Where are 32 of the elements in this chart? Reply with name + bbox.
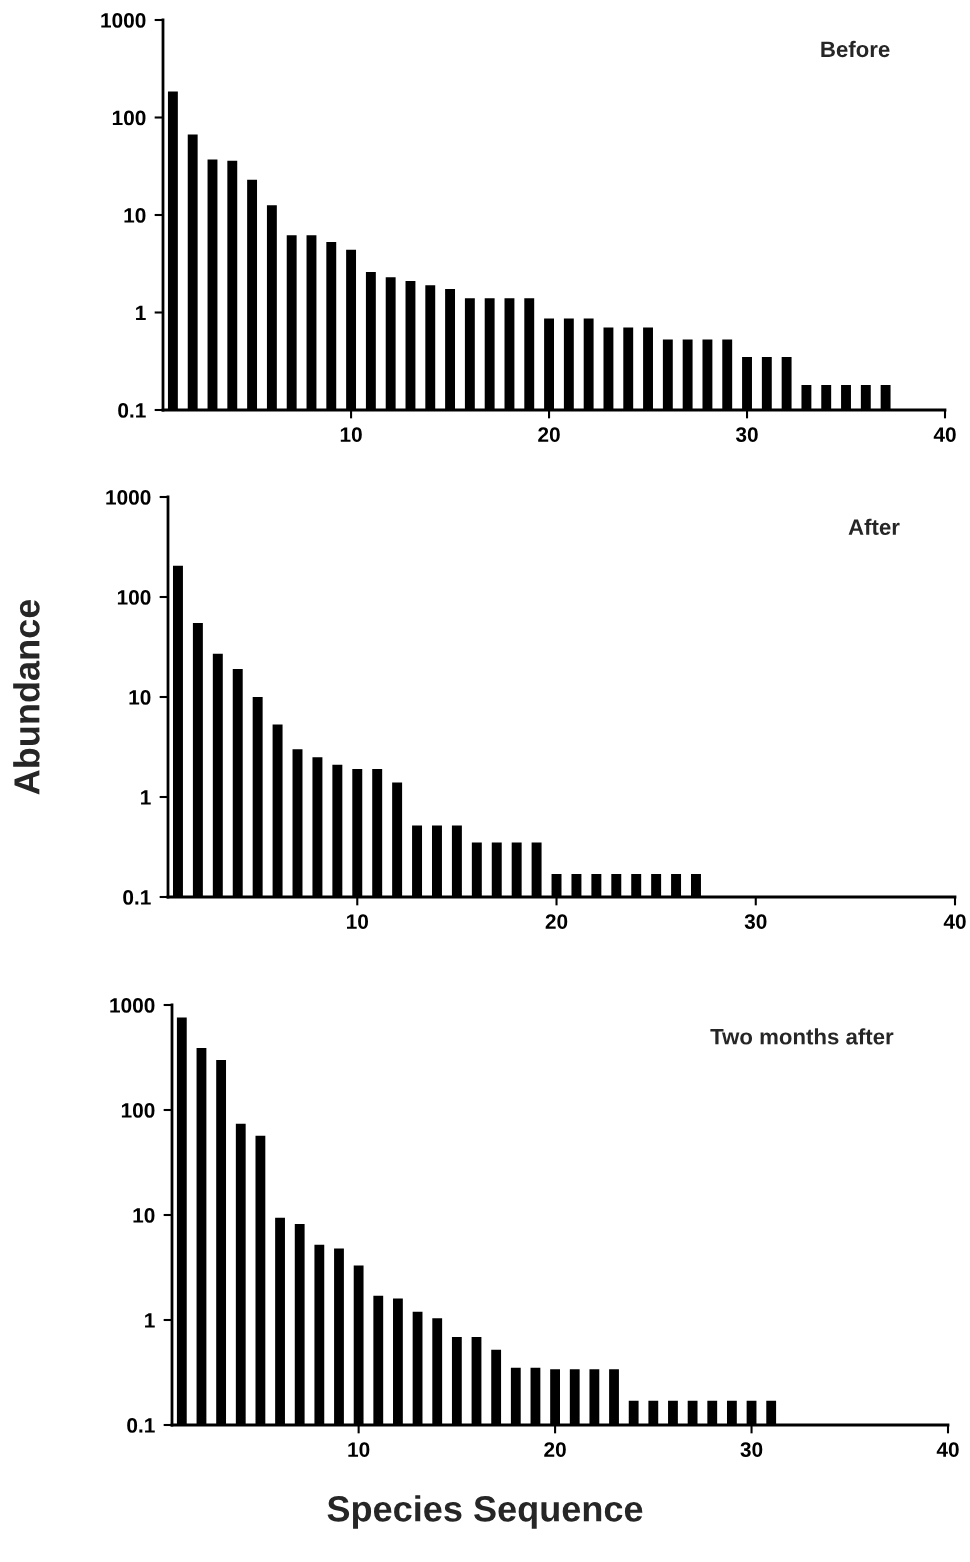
y-tick-label: 10 [133, 1208, 155, 1223]
x-tick-label: 30 [735, 427, 758, 442]
x-tick-label: 20 [538, 427, 560, 442]
y-tick-label: 1 [136, 305, 146, 321]
text: Two months after [710, 1028, 894, 1045]
x-tick-label: 10 [348, 1442, 370, 1457]
y-tick-label: 1 [145, 1313, 155, 1328]
y-tick-label: 1000 [106, 490, 151, 505]
x-tick-label: 40 [943, 914, 966, 929]
x-tick-label: 30 [740, 1442, 763, 1457]
y-tick-label: 10 [129, 690, 151, 705]
y-tick-label: 0.1 [123, 890, 151, 905]
y-tick-label: 1 [141, 790, 151, 805]
y-tick-label: 10 [124, 208, 146, 223]
y-tick-label: 100 [117, 590, 151, 605]
y-tick-label: 0.1 [127, 1418, 155, 1433]
x-tick-label: 30 [744, 914, 767, 929]
x-tick-label: 40 [933, 427, 956, 442]
x-axis-title: Species Sequence [327, 1495, 643, 1529]
y-tick-label: 1000 [110, 998, 155, 1013]
y-axis-title: Abundance [13, 599, 40, 795]
x-tick-label: 20 [545, 914, 568, 929]
y-tick-label: 0.1 [118, 403, 146, 418]
x-tick-label: 20 [544, 1442, 566, 1457]
x-tick-label: 10 [347, 914, 369, 929]
x-tick-label: 10 [340, 427, 362, 442]
y-tick-label: 100 [121, 1103, 155, 1118]
x-tick-label: 40 [936, 1442, 959, 1457]
y-tick-label: 100 [112, 110, 146, 126]
y-tick-label: 1000 [101, 13, 146, 28]
text: Before [821, 40, 890, 58]
text: After [848, 518, 900, 535]
